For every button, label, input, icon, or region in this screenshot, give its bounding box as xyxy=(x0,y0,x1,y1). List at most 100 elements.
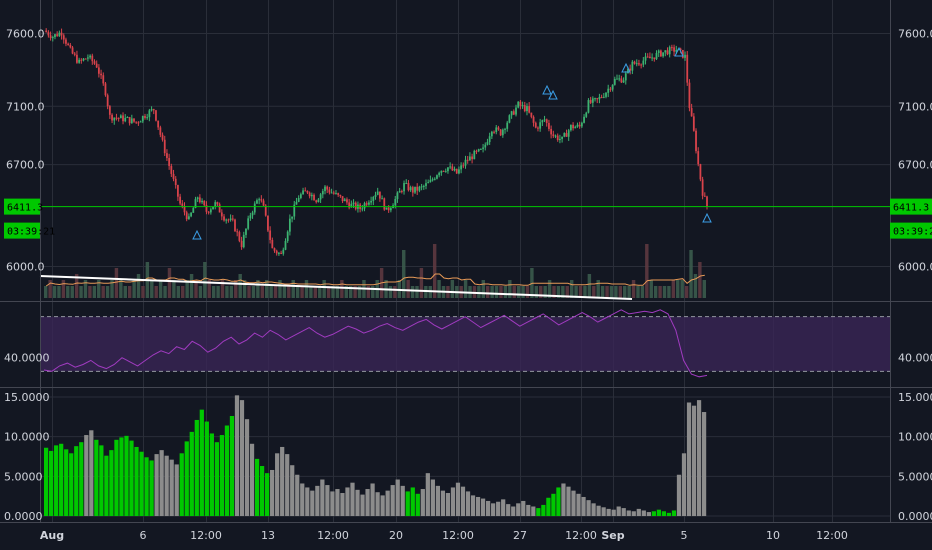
candle-body[interactable] xyxy=(471,156,473,160)
candle-body[interactable] xyxy=(699,164,702,180)
candle-body[interactable] xyxy=(381,198,383,200)
candle-body[interactable] xyxy=(627,68,629,74)
candle-body[interactable] xyxy=(706,196,708,207)
candle-body[interactable] xyxy=(146,117,149,119)
price-candles[interactable] xyxy=(39,28,890,300)
candle-body[interactable] xyxy=(159,127,162,135)
candle-body[interactable] xyxy=(567,130,570,137)
candle-body[interactable] xyxy=(264,205,267,216)
candle-body[interactable] xyxy=(512,111,515,115)
candle-body[interactable] xyxy=(225,219,228,221)
candle-body[interactable] xyxy=(447,167,449,172)
candle-body[interactable] xyxy=(482,147,484,149)
candle-body[interactable] xyxy=(508,115,511,123)
candle-body[interactable] xyxy=(605,92,607,97)
candle-body[interactable] xyxy=(378,191,381,199)
candle-body[interactable] xyxy=(128,117,131,124)
candle-body[interactable] xyxy=(302,190,304,195)
candle-body[interactable] xyxy=(400,191,403,193)
candle-body[interactable] xyxy=(517,101,520,108)
candle-body[interactable] xyxy=(385,207,388,210)
candle-body[interactable] xyxy=(299,194,302,198)
candle-body[interactable] xyxy=(130,118,133,124)
candle-body[interactable] xyxy=(339,194,342,197)
candle-body[interactable] xyxy=(174,178,177,186)
candle-body[interactable] xyxy=(552,134,555,137)
candle-body[interactable] xyxy=(113,117,116,121)
candle-body[interactable] xyxy=(122,115,124,122)
candle-body[interactable] xyxy=(572,124,574,129)
candle-body[interactable] xyxy=(304,190,307,192)
candle-body[interactable] xyxy=(214,202,217,207)
candle-body[interactable] xyxy=(532,116,535,123)
candle-body[interactable] xyxy=(91,55,94,62)
candle-body[interactable] xyxy=(563,133,566,137)
candle-body[interactable] xyxy=(686,54,689,83)
candle-body[interactable] xyxy=(425,183,427,186)
candle-body[interactable] xyxy=(526,106,528,112)
candle-body[interactable] xyxy=(534,122,537,128)
candle-body[interactable] xyxy=(350,203,353,208)
candle-body[interactable] xyxy=(170,165,173,174)
candle-body[interactable] xyxy=(280,252,282,254)
candle-body[interactable] xyxy=(479,148,482,150)
candle-body[interactable] xyxy=(155,110,157,121)
candle-body[interactable] xyxy=(354,202,357,209)
candle-body[interactable] xyxy=(370,200,373,203)
candle-body[interactable] xyxy=(376,191,379,195)
candle-body[interactable] xyxy=(209,209,212,213)
candle-body[interactable] xyxy=(501,129,504,136)
candle-body[interactable] xyxy=(166,153,168,159)
candle-body[interactable] xyxy=(60,32,63,36)
candle-body[interactable] xyxy=(352,202,355,204)
candle-body[interactable] xyxy=(126,117,129,119)
trendline[interactable] xyxy=(39,275,633,300)
candle-body[interactable] xyxy=(177,185,179,197)
candle-body[interactable] xyxy=(267,215,269,231)
candle-body[interactable] xyxy=(84,58,87,60)
candle-body[interactable] xyxy=(330,192,333,194)
candle-body[interactable] xyxy=(598,96,601,100)
candle-body[interactable] xyxy=(420,186,423,188)
candle-body[interactable] xyxy=(47,32,50,36)
candle-body[interactable] xyxy=(293,204,296,217)
candle-body[interactable] xyxy=(466,159,469,161)
candle-body[interactable] xyxy=(569,124,572,131)
candle-body[interactable] xyxy=(703,195,706,197)
candle-body[interactable] xyxy=(670,47,673,49)
candle-body[interactable] xyxy=(148,110,151,118)
candle-body[interactable] xyxy=(539,122,542,129)
candle-body[interactable] xyxy=(411,187,414,193)
candle-body[interactable] xyxy=(565,133,568,137)
candle-body[interactable] xyxy=(89,55,92,58)
candle-body[interactable] xyxy=(389,208,392,211)
candle-body[interactable] xyxy=(321,191,324,195)
candle-body[interactable] xyxy=(394,199,397,206)
candle-body[interactable] xyxy=(168,158,171,166)
rsi-line[interactable] xyxy=(43,309,708,378)
candle-body[interactable] xyxy=(271,239,274,249)
candle-body[interactable] xyxy=(458,169,460,174)
candle-body[interactable] xyxy=(506,122,509,129)
candle-body[interactable] xyxy=(591,98,594,103)
candle-body[interactable] xyxy=(205,205,208,212)
candle-body[interactable] xyxy=(135,121,138,123)
candle-body[interactable] xyxy=(284,240,287,250)
candle-body[interactable] xyxy=(453,168,456,171)
candle-body[interactable] xyxy=(587,100,590,113)
candle-body[interactable] xyxy=(256,200,258,204)
candle-body[interactable] xyxy=(179,196,182,204)
candle-body[interactable] xyxy=(313,194,315,201)
candle-body[interactable] xyxy=(163,139,166,154)
candle-body[interactable] xyxy=(440,170,443,173)
candle-body[interactable] xyxy=(328,189,331,193)
candle-body[interactable] xyxy=(427,182,430,184)
candle-body[interactable] xyxy=(442,170,445,172)
candle-body[interactable] xyxy=(260,199,263,201)
candle-body[interactable] xyxy=(455,168,458,174)
candle-body[interactable] xyxy=(692,116,695,131)
candle-body[interactable] xyxy=(554,135,557,137)
candle-body[interactable] xyxy=(433,178,436,180)
candle-body[interactable] xyxy=(398,191,401,193)
